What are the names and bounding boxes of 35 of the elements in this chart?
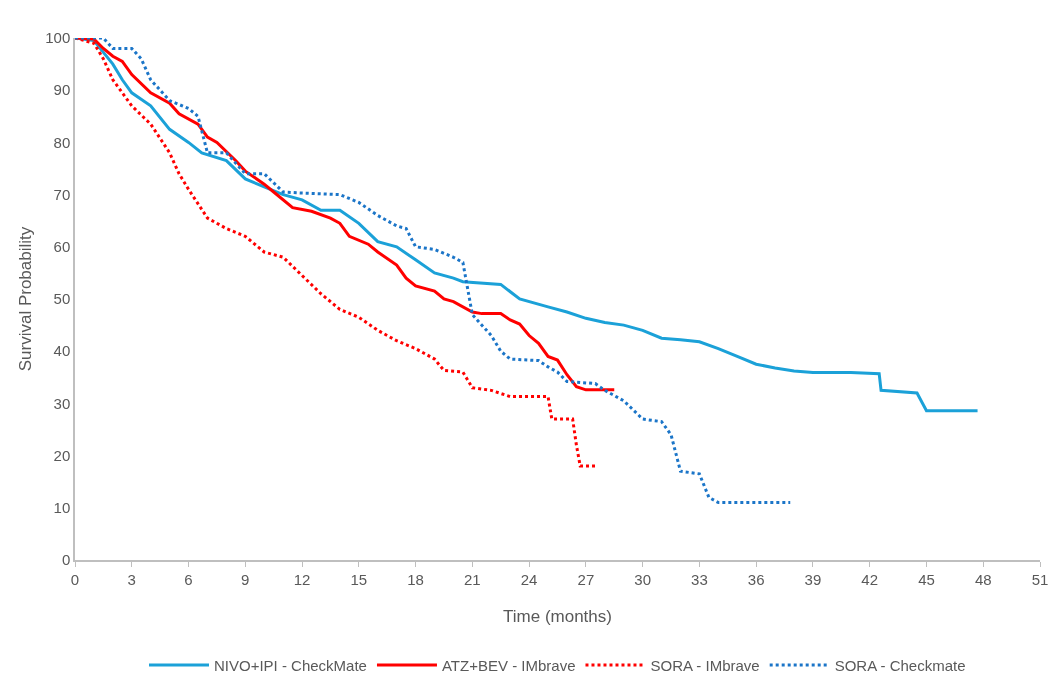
x-tick-label: 36 (747, 570, 765, 588)
y-tick-label: 30 (53, 394, 71, 412)
x-tick-label: 39 (804, 570, 822, 588)
line-series (75, 38, 792, 505)
x-tick-label: 33 (691, 570, 708, 588)
y-tick-label: 50 (53, 290, 71, 308)
x-tick-label: 18 (407, 570, 424, 588)
y-tick-label: 80 (53, 133, 71, 151)
x-tick-label: 24 (520, 570, 538, 588)
y-tick-label: 60 (53, 238, 71, 256)
x-tick-label: 3 (127, 570, 136, 588)
x-tick-label: 27 (577, 570, 595, 588)
x-tick-label: 15 (350, 570, 368, 588)
x-tick-label: 9 (241, 570, 250, 588)
x-tick-label: 6 (184, 570, 193, 588)
x-tick-label: 30 (634, 570, 651, 588)
legend-label: SORA - IMbrave (650, 656, 760, 674)
x-tick-label: 12 (293, 570, 311, 588)
y-axis-title: Survival Probability (15, 226, 35, 372)
legend-label: NIVO+IPI - CheckMate (214, 656, 367, 674)
x-tick-label: 51 (1031, 570, 1049, 588)
y-tick-label: 0 (61, 551, 71, 569)
y-tick-label: 100 (45, 29, 71, 47)
y-tick-label: 40 (53, 342, 71, 360)
y-tick-label: 70 (53, 185, 71, 203)
x-tick-label: 21 (464, 570, 481, 588)
x-tick-label: 42 (861, 570, 879, 588)
y-tick-label: 90 (53, 81, 71, 99)
legend-label: SORA - Checkmate (834, 656, 966, 674)
legend-label: ATZ+BEV - IMbrave (441, 656, 576, 674)
x-axis-title: Time (months) (503, 606, 612, 626)
y-tick-label: 20 (53, 446, 71, 464)
x-tick-label: 48 (974, 570, 992, 588)
x-tick-label: 45 (918, 570, 935, 588)
y-tick-label: 10 (53, 499, 71, 517)
